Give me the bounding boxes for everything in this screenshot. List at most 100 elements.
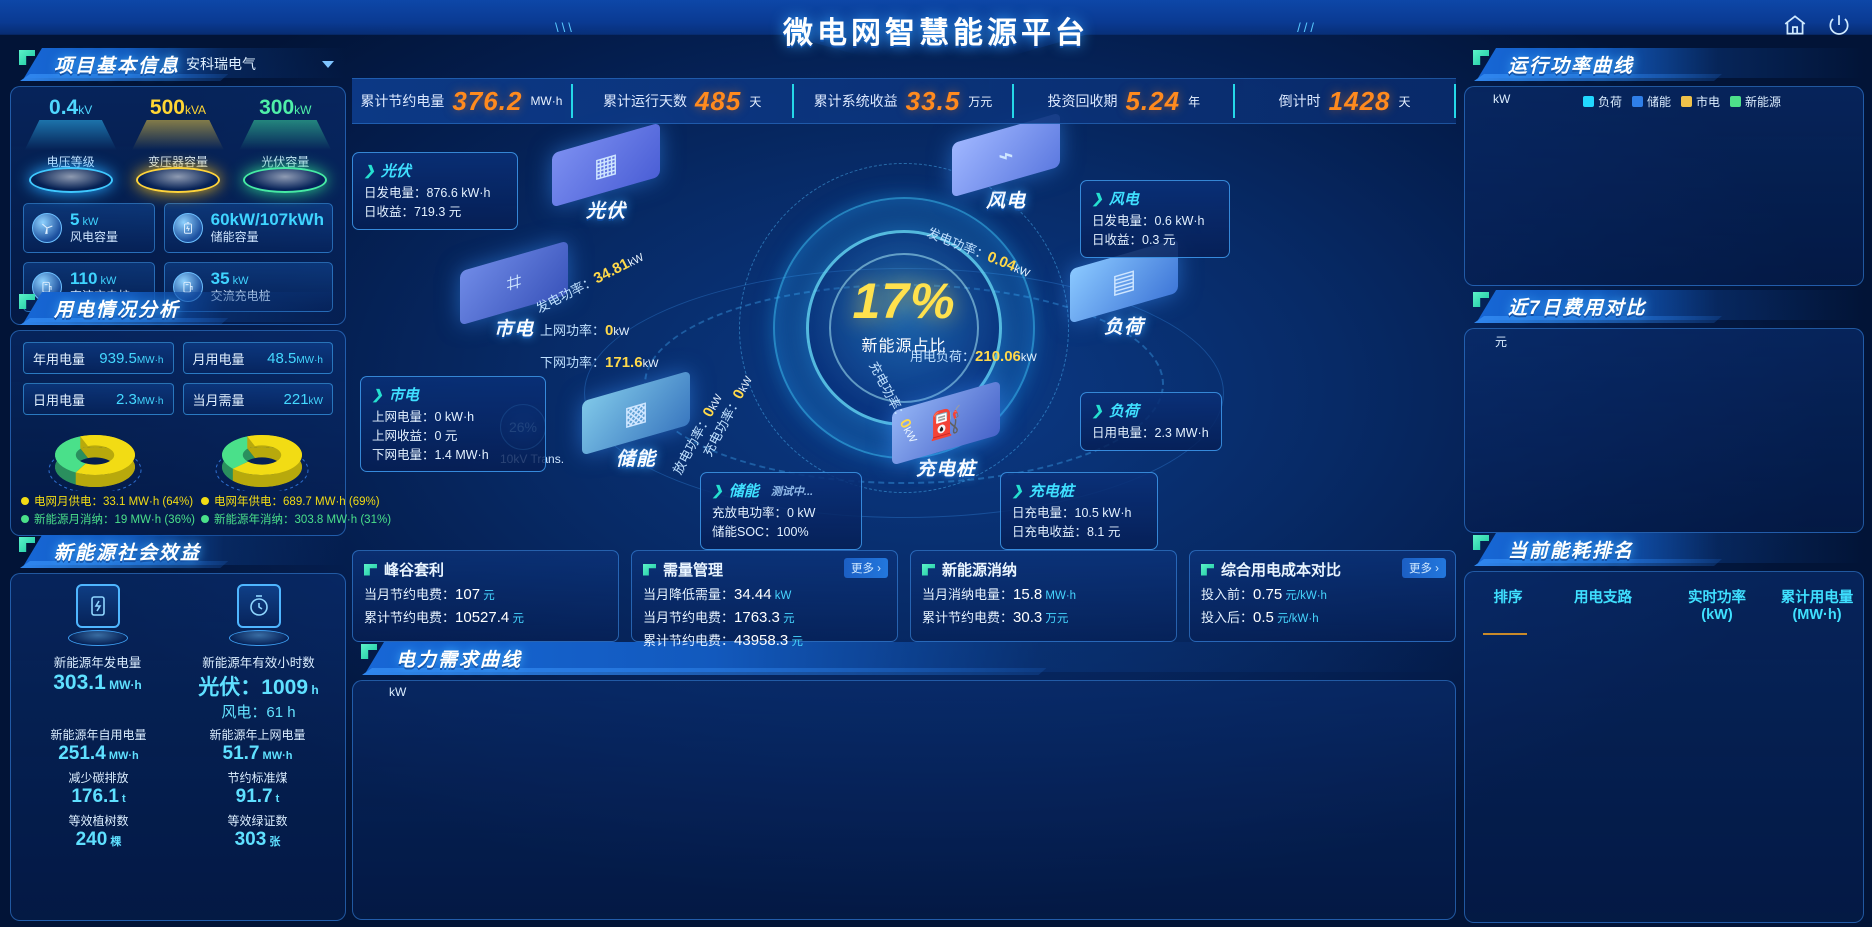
capacity-text: 5 kW 风电容量 — [70, 209, 119, 246]
diagram-node-2[interactable]: ⌁ 风电 — [952, 112, 1060, 213]
panel-header: 项目基本信息 安科瑞电气 — [10, 48, 346, 82]
usage-label: 当月需量 — [192, 392, 245, 408]
panel-body: kW — [352, 680, 1456, 920]
diagram-node-4[interactable]: ▤ 负荷 — [1070, 238, 1178, 339]
capacity-label: 储能容量 — [210, 230, 259, 245]
legend-item: 负荷 — [1583, 93, 1622, 110]
diagram-node-3[interactable]: ⌗ 市电 — [460, 240, 568, 341]
kpi-label: 累计节约电量 — [360, 93, 445, 109]
info-box-1: ❯ 光伏 日发电量：876.6 kW·h 日收益：719.3 元 — [352, 152, 518, 230]
usage-cell: 日用电量 2.3MW·h — [23, 383, 174, 415]
metric-card-header: 峰谷套利 — [364, 559, 607, 580]
legend-item: 新能源月消纳：19 MW·h (36%) — [21, 511, 195, 527]
flow-name: 下网功率： — [540, 355, 606, 370]
legend-label: 市电 — [1696, 95, 1721, 109]
battery-icon — [172, 213, 203, 243]
benefit-grid-label: 新能源年自用电量 — [50, 728, 147, 742]
metric-line-label: 累计节约电费： — [364, 609, 456, 625]
metric-line-value: 43958.3 — [734, 631, 789, 649]
capacity-unit: kW — [79, 215, 99, 228]
panel-title: 运行功率曲线 — [1508, 56, 1635, 77]
capacity-beam: 300kW 光伏容量 — [233, 97, 337, 193]
usage-unit: kW — [308, 395, 323, 407]
flow-label-3: 上网功率：0kW — [540, 320, 629, 339]
usage-value: 48.5MW·h — [267, 349, 323, 367]
benefit-grid-unit: MW·h — [259, 750, 293, 762]
flow-value: 0kW — [605, 322, 630, 339]
legend-text: 电网年供电：689.7 MW·h (69%) — [214, 496, 380, 508]
company-selector[interactable]: 安科瑞电气 — [186, 52, 334, 76]
metric-line-value: 1763.3 — [734, 608, 780, 626]
flow-unit: kW — [626, 251, 646, 270]
diagram-node-5[interactable]: ▩ 储能 — [582, 370, 690, 471]
beam-label: 电压等级 — [46, 155, 95, 169]
info-box-name: 市电 — [388, 387, 419, 404]
panel-body: kW 负荷 储能 市电 新能源 — [1464, 86, 1864, 286]
capacity-value: 35 kW — [210, 268, 249, 288]
metric-line-label: 当月消纳电量： — [922, 587, 1014, 602]
info-box-3: ❯ 市电 上网电量：0 kW·h 上网收益：0 元下网电量：1.4 MW·h — [360, 376, 546, 473]
wind-turbine-icon — [32, 213, 62, 243]
panel-flag-icon — [1473, 535, 1489, 550]
metric-line-label: 累计节约电费： — [643, 632, 735, 648]
capacity-value: 5 kW — [70, 209, 99, 229]
legend-item: 储能 — [1632, 93, 1671, 110]
more-button[interactable]: 更多 › — [843, 558, 888, 578]
info-box-line: 日收益：0.3 元 — [1092, 232, 1176, 247]
benefit-grid-value: 303 张 — [234, 829, 281, 850]
renewable-share: 17% 新能源占比 — [852, 272, 955, 356]
node-label: 充电桩 — [915, 459, 976, 480]
info-box-line: 储能SOC：100% — [712, 524, 809, 539]
panel-flag-icon — [19, 537, 35, 552]
metric-line: 累计节约电费：43958.3 元 — [643, 630, 886, 653]
capacity-beams: 0.4kV 电压等级 500kVA 变压器容量 300kW 光伏容量 — [11, 87, 345, 195]
home-icon[interactable] — [1782, 12, 1808, 38]
usage-donut — [43, 425, 147, 491]
benefit-grid-item: 等效植树数 240 棵 — [19, 812, 178, 851]
metric-line-unit: 元 — [788, 635, 803, 648]
beam-unit: kV — [78, 103, 93, 117]
arrow-icon: ❯ — [372, 386, 383, 402]
more-button[interactable]: 更多 › — [1401, 558, 1446, 578]
metric-line: 当月降低需量：34.44 kW — [643, 584, 886, 607]
benefit-grid-unit: t — [272, 793, 280, 805]
panel-header: 当前能耗排名 — [1464, 533, 1864, 567]
kpi-unit: 年 — [1188, 94, 1201, 109]
info-box-line: 日发电量：0.6 kW·h — [1092, 214, 1205, 228]
usage-legend: 电网月供电：33.1 MW·h (64%) 电网年供电：689.7 MW·h (6… — [11, 491, 391, 535]
info-box-title: ❯ 光伏 — [364, 160, 506, 181]
kpi-item: 累计节约电量 376.2 MW·h — [352, 84, 573, 118]
cost-y-unit: 元 — [1495, 335, 1508, 349]
metric-line-unit: 元/kW·h — [1273, 612, 1319, 625]
benefit-grid-unit: 张 — [266, 836, 281, 848]
metric-line: 当月消纳电量：15.8 MW·h — [922, 584, 1165, 607]
legend-swatch-icon — [1583, 96, 1594, 107]
panel-title: 项目基本信息 — [54, 56, 181, 77]
col-power: 实时功率 (kW) — [1688, 590, 1746, 623]
info-box-line: 上网收益：0 元 — [372, 428, 458, 443]
legend-text: 新能源月消纳：19 MW·h (36%) — [34, 514, 196, 526]
legend-item: 电网年供电：689.7 MW·h (69%) — [201, 493, 391, 509]
info-box-6: ❯ 充电桩 日充电量：10.5 kW·h 日充电收益：8.1 元 — [1000, 472, 1158, 550]
page-title: 微电网智慧能源平台 — [783, 17, 1089, 50]
benefit-item: 新能源年有效小时数 光伏：1009 h 风电：61 h — [178, 584, 339, 722]
info-box-5: ❯ 储能 测试中... 充放电功率：0 kW 储能SOC：100% — [700, 472, 862, 550]
metric-card-header: 综合用电成本对比 — [1201, 559, 1444, 580]
col-rank: 排序 — [1493, 590, 1523, 606]
legend-item: 市电 — [1681, 93, 1720, 110]
legend-swatch-icon — [1681, 96, 1693, 107]
card-flag-icon — [364, 563, 377, 576]
metric-card-title: 新能源消纳 — [942, 562, 1018, 579]
panel-social-benefit: 新能源社会效益 新能源年发电量 303.1 MW·h 新能源年有效小时数 光伏：100… — [10, 535, 346, 921]
benefit-value: 303.1 MW·h — [53, 671, 142, 694]
beam-value: 300kW — [259, 96, 312, 119]
diagram-node-6[interactable]: ⛽ 充电桩 — [892, 380, 1000, 481]
diagram-node-1[interactable]: ▦ 光伏 — [552, 122, 660, 223]
metric-line-value: 10527.4 — [455, 608, 510, 626]
metric-line-value: 30.3 — [1013, 608, 1043, 626]
metric-card: 综合用电成本对比 更多 › 投入前：0.75 元/kW·h 投入后：0.5 元/kW·… — [1189, 550, 1456, 642]
power-icon[interactable] — [1826, 12, 1852, 38]
capacity-label: 风电容量 — [70, 230, 119, 245]
usage-value: 939.5MW·h — [99, 349, 164, 367]
